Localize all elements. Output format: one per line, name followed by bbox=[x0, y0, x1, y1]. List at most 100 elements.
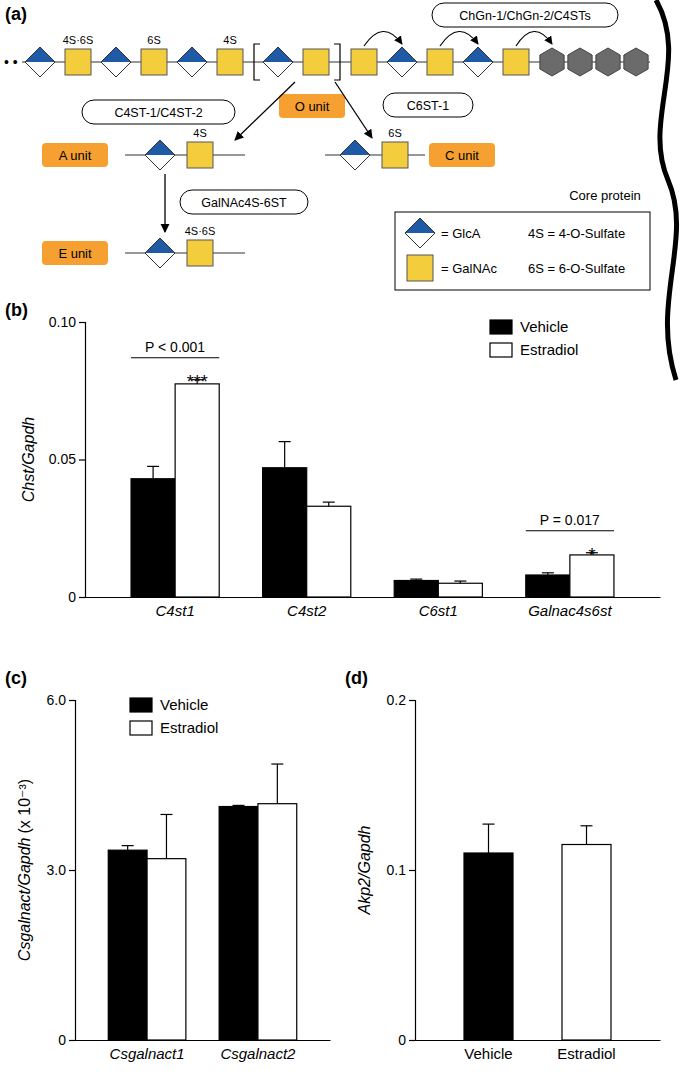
x-tick: C4st1 bbox=[156, 602, 195, 619]
glca-top bbox=[101, 47, 131, 62]
diagram-legend-label: 4S = 4-O-Sulfate bbox=[528, 226, 625, 241]
x-tick: Estradiol bbox=[557, 1045, 615, 1062]
y-tick-mark bbox=[79, 459, 85, 460]
glca-top bbox=[340, 140, 370, 155]
x-tick-label: Estradiol bbox=[557, 1045, 615, 1062]
y-tick: 3.0 bbox=[47, 862, 75, 878]
bar bbox=[562, 845, 611, 1041]
error-cap bbox=[271, 763, 283, 764]
error-cap bbox=[122, 845, 134, 846]
y-tick: 0 bbox=[68, 589, 85, 605]
sulfate-label: 4S·6S bbox=[185, 225, 216, 237]
y-tick: 0 bbox=[58, 1032, 75, 1048]
linkage-hexagon bbox=[624, 48, 648, 76]
glca-bottom bbox=[177, 62, 207, 77]
y-axis-title: Chst/Gapdh bbox=[20, 417, 37, 502]
bar bbox=[464, 853, 513, 1040]
bar bbox=[258, 804, 297, 1040]
y-tick-label: 0 bbox=[68, 589, 76, 605]
panel-label: (d) bbox=[345, 668, 368, 688]
y-axis-title-suffix: (x 10⁻³) bbox=[16, 779, 33, 834]
glca-bottom bbox=[263, 62, 293, 77]
chart-panel: (d)00.10.2VehicleEstradiolAkp2/Gapdh bbox=[345, 668, 661, 1062]
enzyme-label: GalNAc4S-6ST bbox=[201, 196, 287, 210]
diagram-legend-label: = GalNAc bbox=[441, 261, 497, 276]
legend-swatch bbox=[130, 721, 152, 735]
significance-line bbox=[526, 530, 614, 531]
glca-bottom bbox=[463, 62, 493, 77]
y-axis: 0 0.05 0.10 bbox=[49, 314, 86, 605]
chart-panel: (c)03.06.0Csgalnact1Csgalnact2Csgalnact/… bbox=[5, 668, 331, 1062]
enzyme-label: C6ST-1 bbox=[407, 99, 449, 113]
glca-bottom bbox=[101, 62, 131, 77]
unit-label-box bbox=[42, 241, 108, 265]
glca-top bbox=[25, 47, 55, 62]
galnac bbox=[382, 142, 408, 168]
y-axis-title-main: Chst/Gapdh bbox=[20, 417, 37, 502]
bracket-left bbox=[254, 44, 260, 80]
galnac bbox=[65, 49, 91, 75]
x-tick-label: Csgalnact2 bbox=[220, 1045, 296, 1062]
legend-label: Vehicle bbox=[160, 696, 208, 713]
linkage-hexagon bbox=[568, 48, 592, 76]
bar bbox=[108, 850, 147, 1040]
y-axis-title: Csgalnact/Gapdh(x 10⁻³) bbox=[16, 779, 33, 961]
unit-backbone bbox=[125, 154, 245, 155]
error-bar bbox=[127, 846, 128, 851]
y-tick-mark bbox=[79, 597, 85, 598]
x-tick: Csgalnact1 bbox=[110, 1045, 185, 1062]
unit-label-box bbox=[429, 143, 495, 167]
x-axis: C4st1 C4st2 C6st1 Galnac4s6st bbox=[86, 598, 661, 619]
glca-outline bbox=[145, 238, 175, 268]
bars bbox=[131, 380, 614, 597]
legend-label: Estradiol bbox=[520, 341, 578, 358]
y-tick: 0 bbox=[398, 1032, 415, 1048]
unit-label-box bbox=[42, 143, 108, 167]
x-tick-label: C6st1 bbox=[419, 602, 458, 619]
y-tick-label: 6.0 bbox=[47, 692, 67, 708]
glca-top bbox=[405, 218, 435, 233]
y-tick: 0.2 bbox=[387, 692, 415, 708]
significance-stars: * bbox=[588, 545, 595, 565]
glca-outline bbox=[340, 140, 370, 170]
bar bbox=[526, 575, 570, 597]
y-tick-label: 0.05 bbox=[49, 451, 76, 467]
x-tick-label: Galnac4s6st bbox=[528, 602, 612, 619]
legend: VehicleEstradiol bbox=[490, 318, 578, 358]
chart-panel: (b)00.050.10C4st1C4st2C6st1Galnac4s6stCh… bbox=[5, 300, 661, 619]
glca-top bbox=[263, 47, 293, 62]
bar bbox=[394, 581, 438, 598]
y-tick-label: 0.2 bbox=[387, 692, 407, 708]
y-tick: 6.0 bbox=[47, 692, 75, 708]
x-tick: Galnac4s6st bbox=[528, 602, 612, 619]
error-cap bbox=[542, 572, 554, 573]
unit-label: O unit bbox=[295, 99, 330, 114]
bar bbox=[438, 583, 482, 597]
y-axis: 0 3.0 6.0 bbox=[47, 692, 76, 1048]
x-tick-label: C4st2 bbox=[287, 602, 327, 619]
y-tick-label: 3.0 bbox=[47, 862, 67, 878]
galnac bbox=[141, 49, 167, 75]
glca-top bbox=[177, 47, 207, 62]
x-tick: C4st2 bbox=[287, 602, 327, 619]
x-tick: C6st1 bbox=[419, 602, 458, 619]
glca-top bbox=[145, 238, 175, 253]
glca-bottom bbox=[387, 62, 417, 77]
galnac bbox=[427, 49, 453, 75]
unit-backbone bbox=[125, 252, 245, 253]
y-axis-line bbox=[69, 701, 76, 1041]
galnac bbox=[187, 240, 213, 266]
enzyme-box bbox=[383, 93, 473, 117]
pathway-arrow bbox=[235, 82, 295, 140]
x-tick: Csgalnact2 bbox=[220, 1045, 296, 1062]
galnac bbox=[351, 49, 377, 75]
y-tick: 0.10 bbox=[49, 314, 85, 330]
pathway-arrow bbox=[164, 174, 165, 232]
error-bar bbox=[488, 824, 489, 853]
linkage-hexagon bbox=[540, 48, 564, 76]
enzyme-box bbox=[180, 190, 308, 214]
enzyme-label: ChGn-1/ChGn-2/C4STs bbox=[459, 9, 590, 23]
glca-bottom bbox=[25, 62, 55, 77]
y-tick-mark bbox=[69, 700, 75, 701]
y-axis-line bbox=[409, 701, 416, 1041]
